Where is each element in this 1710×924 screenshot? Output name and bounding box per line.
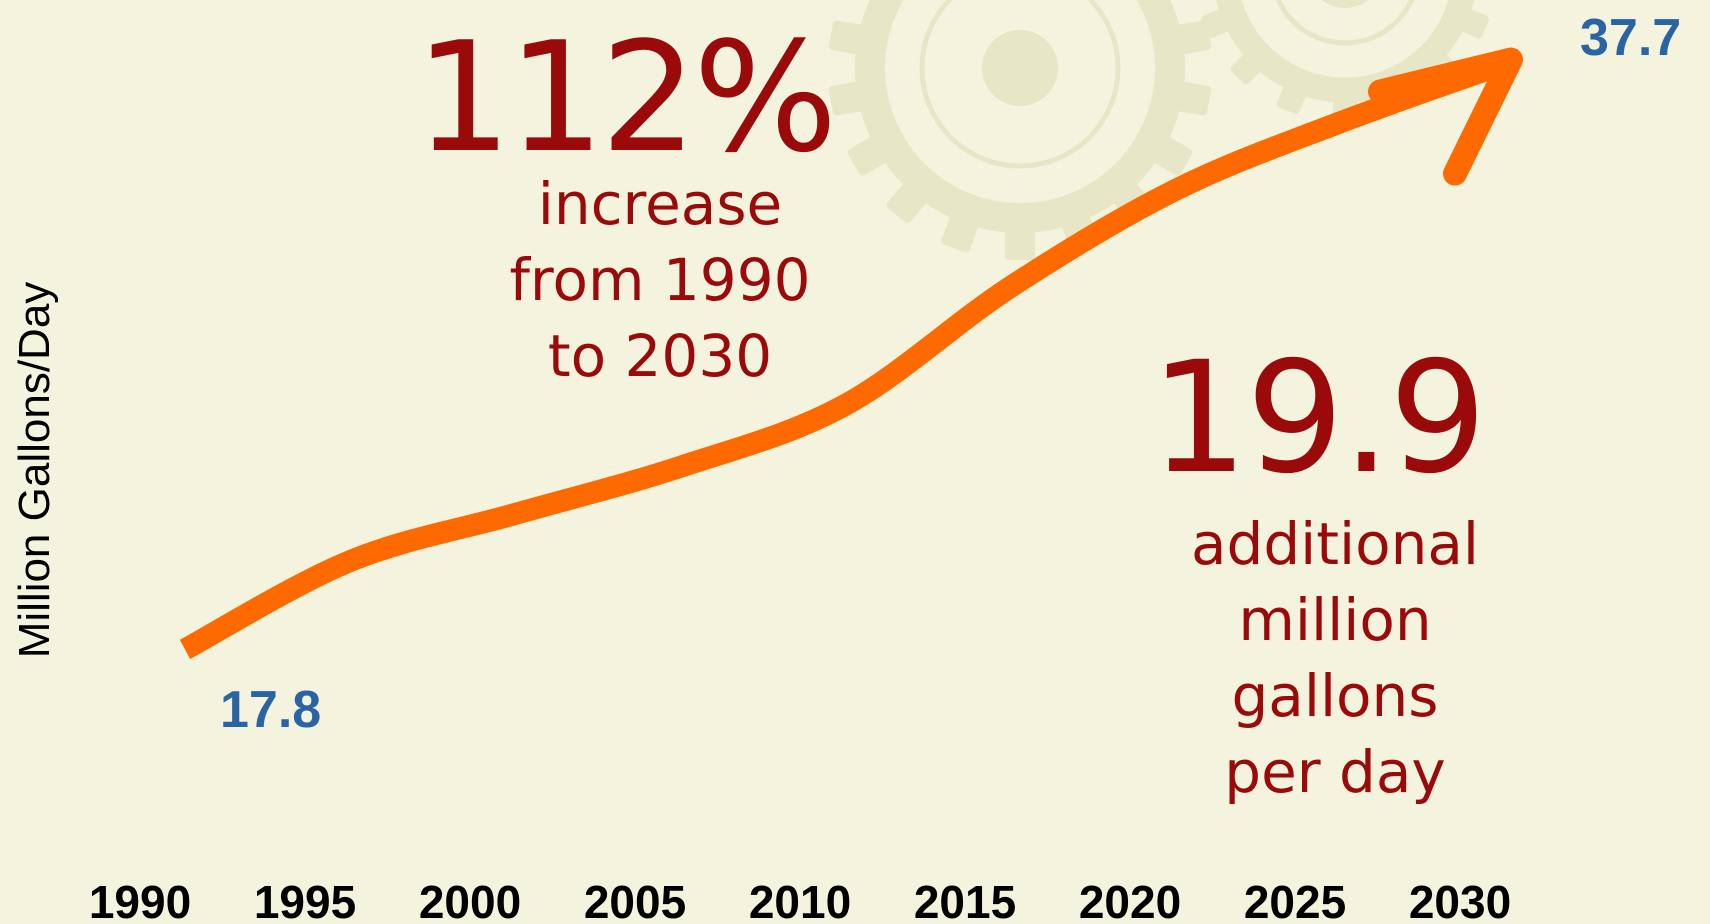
x-tick-label: 2010 [749, 876, 851, 924]
additional-caption-line-4: per day [1224, 738, 1446, 806]
x-tick-label: 2005 [584, 876, 686, 924]
x-tick-label: 1990 [89, 876, 191, 924]
x-tick-label: 2030 [1409, 876, 1511, 924]
y-axis-label: Million Gallons/Day [10, 281, 59, 659]
additional-gallons-value: 19.9 [1150, 329, 1487, 508]
arrow-head-icon [1368, 47, 1523, 186]
additional-gallons-caption: additional million gallons per day [1140, 506, 1530, 810]
x-tick-label: 2000 [419, 876, 521, 924]
additional-caption-line-1: additional [1190, 510, 1480, 578]
x-tick-label: 2015 [914, 876, 1016, 924]
start-value-label: 17.8 [220, 681, 322, 739]
percent-caption-line-3: to 2030 [547, 322, 773, 390]
end-value-label: 37.7 [1580, 9, 1682, 67]
x-tick-label: 2025 [1244, 876, 1346, 924]
additional-caption-line-2: million [1238, 586, 1432, 654]
percent-caption-line-2: from 1990 [509, 246, 811, 314]
percent-increase-caption: increase from 1990 to 2030 [455, 166, 865, 394]
percent-caption-line-1: increase [537, 170, 783, 238]
series-line [179, 53, 1509, 660]
x-tick-label: 1995 [254, 876, 356, 924]
x-tick-label: 2020 [1079, 876, 1181, 924]
additional-caption-line-3: gallons [1231, 662, 1439, 730]
percent-increase-value: 112% [415, 9, 838, 186]
